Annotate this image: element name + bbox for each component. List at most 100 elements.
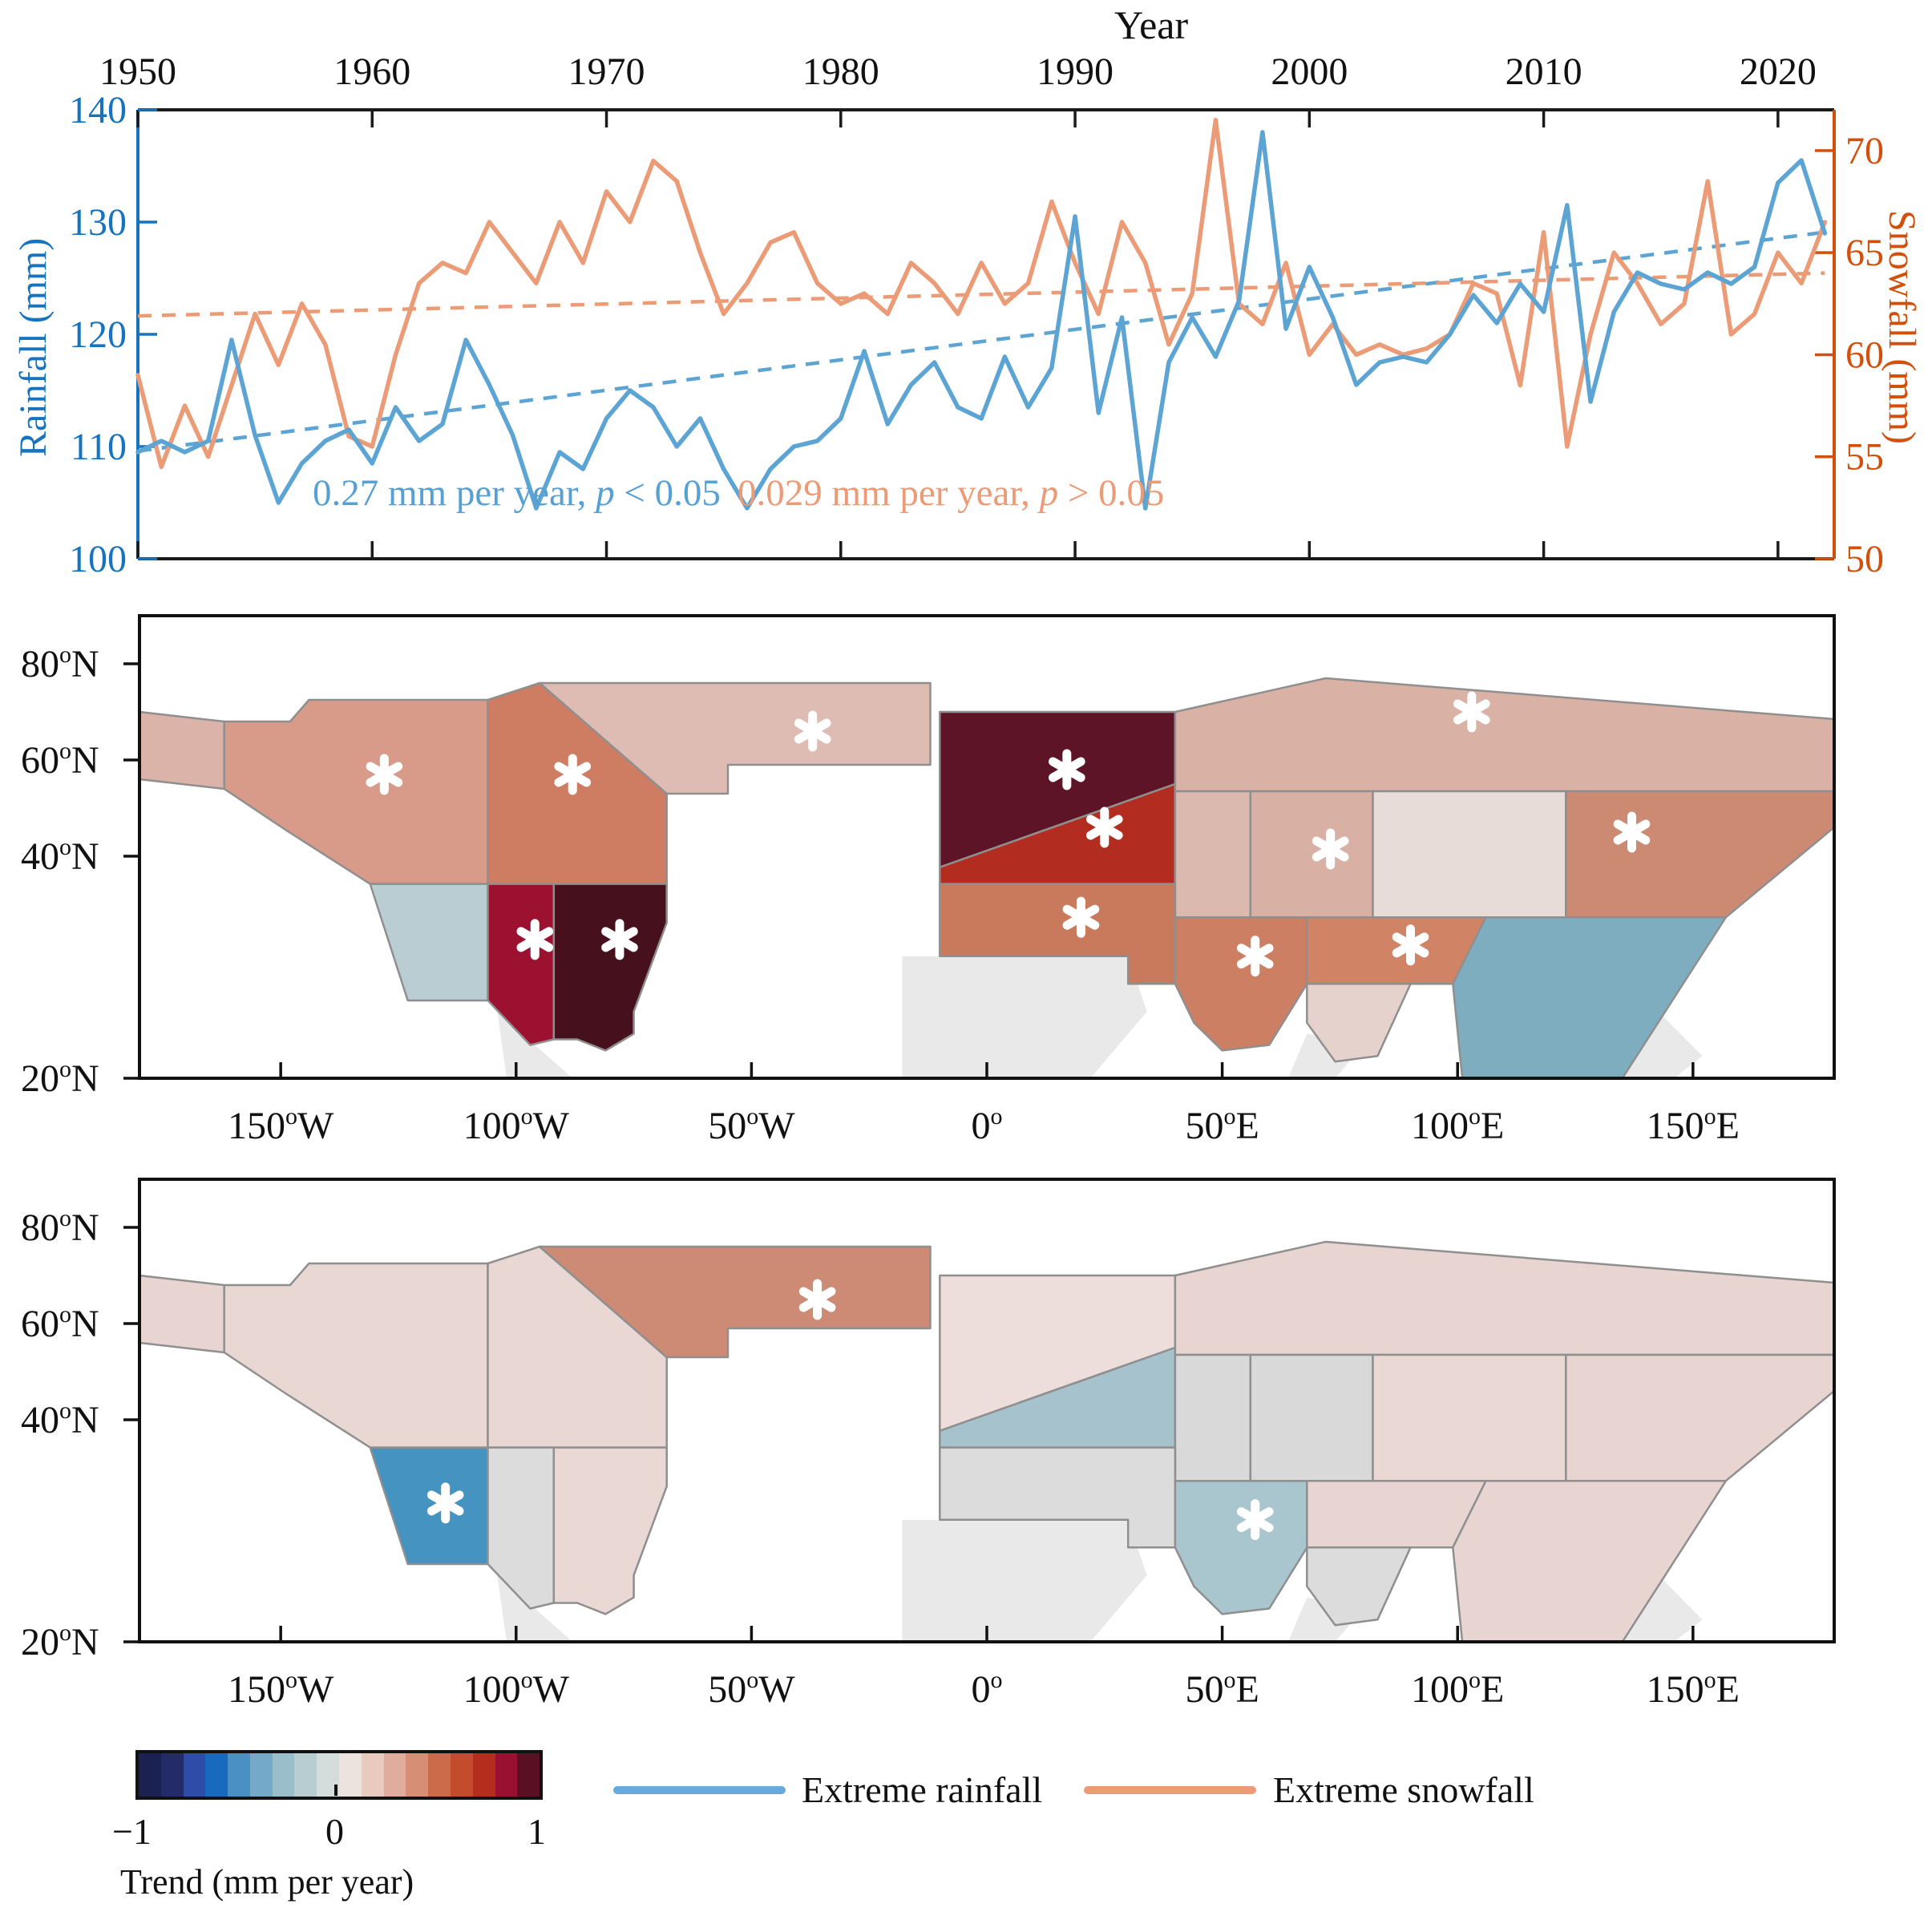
extreme-snowfall-trend-map: 150oW 100oW 50oW 0o 50oE 100oE 150oE 80oN 60oN 40… bbox=[21, 1178, 1836, 1711]
map-x-tick-label: 100oE bbox=[1411, 1103, 1504, 1147]
y-right-tick-label: 60 bbox=[1845, 333, 1884, 376]
x-tick-label: 1980 bbox=[802, 51, 879, 93]
colorbar-segment bbox=[428, 1753, 451, 1797]
snow-trend-text: 0.029 mm per year, bbox=[738, 472, 1040, 514]
region-asia-central bbox=[1249, 1353, 1374, 1482]
snow-trend-cond: > 0.05 bbox=[1058, 472, 1165, 514]
significance-asterisk bbox=[1236, 1499, 1274, 1541]
region-siberia-top bbox=[1174, 1240, 1836, 1356]
region-tongue-south bbox=[1306, 983, 1412, 1063]
region-band-mideast bbox=[1174, 1479, 1308, 1615]
colorbar-segment bbox=[183, 1753, 206, 1797]
x-axis-title: Year bbox=[1114, 2, 1189, 47]
colorbar-tick-min: −1 bbox=[112, 1811, 152, 1852]
map-x-tick-label: 150oE bbox=[1647, 1103, 1740, 1147]
region-tongue-south bbox=[1306, 1546, 1412, 1627]
colorbar-segment bbox=[406, 1753, 429, 1797]
significance-asterisk bbox=[1062, 896, 1100, 938]
map-y-tick-label: 60oN bbox=[21, 738, 99, 782]
map-y-tick-label: 80oN bbox=[21, 641, 99, 685]
map-x-tick-label: 50oW bbox=[708, 1103, 795, 1147]
x-tick-label: 1970 bbox=[568, 51, 645, 93]
x-tick-label: 1960 bbox=[333, 51, 410, 93]
colorbar-segment bbox=[160, 1753, 184, 1797]
snowfall-series-line bbox=[135, 117, 1828, 470]
land-silhouette bbox=[902, 1519, 1147, 1642]
region-canada-east-greenland bbox=[538, 1245, 932, 1359]
map-x-tick-label: 100oW bbox=[463, 1667, 570, 1711]
trend-colorbar bbox=[135, 1750, 543, 1800]
y-right-tick-label: 55 bbox=[1845, 436, 1884, 479]
significance-asterisk bbox=[1613, 811, 1651, 853]
significance-asterisk bbox=[366, 754, 403, 795]
y-right-tick-label: 70 bbox=[1845, 130, 1884, 172]
map-x-tick-label: 100oE bbox=[1411, 1667, 1504, 1711]
map-y-tick-label: 20oN bbox=[21, 1056, 99, 1100]
colorbar-segment bbox=[495, 1753, 518, 1797]
colorbar-tick-zero: 0 bbox=[325, 1811, 344, 1852]
map-x-tick-label: 0o bbox=[972, 1667, 1003, 1711]
significance-asterisk bbox=[794, 710, 831, 752]
map-x-tick-label: 0o bbox=[972, 1103, 1003, 1147]
significance-asterisk bbox=[1049, 749, 1085, 790]
rainfall-series-line bbox=[135, 130, 1828, 511]
region-us-east bbox=[552, 1446, 668, 1615]
colorbar-segment bbox=[339, 1753, 362, 1797]
significance-asterisk bbox=[1453, 691, 1490, 733]
significance-asterisk bbox=[798, 1279, 836, 1320]
map-x-tick-label: 50oE bbox=[1185, 1103, 1259, 1147]
colorbar-segment bbox=[228, 1753, 250, 1797]
y-left-tick-label: 140 bbox=[69, 89, 127, 131]
map-y-tick-label: 40oN bbox=[21, 834, 99, 878]
region-asia-eastcentral bbox=[1372, 1353, 1567, 1482]
region-band-europe bbox=[939, 883, 1177, 985]
colorbar-segment bbox=[249, 1753, 273, 1797]
significance-asterisk bbox=[1085, 806, 1123, 848]
colorbar-segment bbox=[361, 1753, 384, 1797]
map-y-tick-label: 40oN bbox=[21, 1397, 99, 1441]
colorbar-segment bbox=[139, 1753, 161, 1797]
timeseries-chart: 1950 1960 1970 1980 1990 2000 2010 2020 140 130 12… bbox=[69, 51, 1884, 580]
region-us-central bbox=[487, 1446, 556, 1610]
x-tick-label: 1990 bbox=[1037, 51, 1114, 93]
significance-asterisk bbox=[601, 919, 638, 960]
map-x-tick-label: 100oW bbox=[463, 1103, 570, 1147]
colorbar-segment bbox=[205, 1753, 228, 1797]
significance-asterisk bbox=[554, 754, 592, 795]
y-left-tick-label: 120 bbox=[69, 313, 127, 356]
snowfall-trend-annotation: 0.029 mm per year, p > 0.05 bbox=[738, 471, 1164, 515]
region-us-east bbox=[552, 883, 668, 1052]
significance-asterisk bbox=[516, 919, 554, 960]
region-canada-east-greenland bbox=[538, 681, 932, 795]
map-x-tick-label: 150oW bbox=[228, 1667, 334, 1711]
map-x-tick-label: 150oW bbox=[228, 1103, 334, 1147]
significance-asterisk bbox=[426, 1482, 464, 1524]
region-band-europe bbox=[939, 1446, 1177, 1549]
region-far-east bbox=[1565, 1353, 1836, 1482]
colorbar-segment bbox=[450, 1753, 473, 1797]
snow-trend-p: p bbox=[1039, 472, 1059, 514]
legend-label-snowfall: Extreme snowfall bbox=[1273, 1769, 1534, 1810]
region-us-southwest bbox=[369, 1446, 489, 1566]
rain-trend-text: 0.27 mm per year, bbox=[313, 472, 596, 514]
y-left-tick-label: 110 bbox=[71, 426, 127, 468]
colorbar-segment bbox=[517, 1753, 540, 1797]
map-y-tick-label: 80oN bbox=[21, 1205, 99, 1249]
extreme-rainfall-trend-map: 150oW 100oW 50oW 0o 50oE 100oE 150oE 80oN 60oN 40… bbox=[21, 614, 1836, 1147]
colorbar-segment bbox=[294, 1753, 317, 1797]
colorbar-zero-tick bbox=[334, 1785, 337, 1796]
x-tick-label: 2010 bbox=[1506, 51, 1582, 93]
colorbar-title: Trend (mm per year) bbox=[120, 1862, 414, 1902]
colorbar-segment bbox=[272, 1753, 295, 1797]
legend-line-rainfall bbox=[613, 1786, 786, 1794]
x-tick-label: 1950 bbox=[99, 51, 176, 93]
significance-asterisk bbox=[1236, 936, 1274, 977]
map-y-tick-label: 60oN bbox=[21, 1301, 99, 1345]
map-y-tick-label: 20oN bbox=[21, 1619, 99, 1663]
significance-asterisk bbox=[1392, 924, 1429, 966]
region-canada-central bbox=[487, 681, 668, 885]
x-tick-label: 2000 bbox=[1271, 51, 1348, 93]
region-canada-central bbox=[487, 1245, 668, 1449]
rain-trend-cond: < 0.05 bbox=[614, 472, 721, 514]
